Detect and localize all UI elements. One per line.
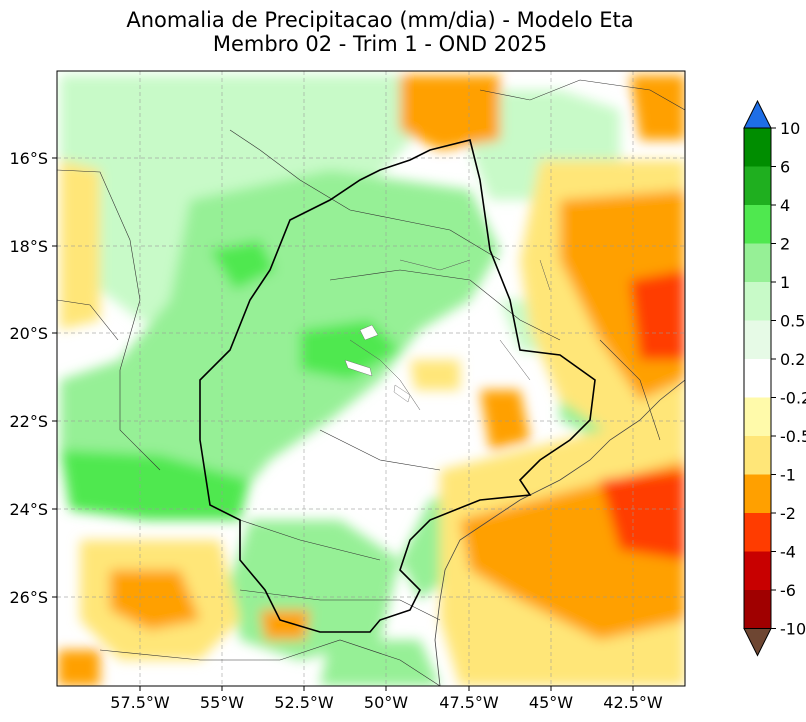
colorbar-label: -0.25 (780, 389, 806, 408)
colorbar-swatch (744, 513, 771, 552)
lon-label: 45°W (529, 693, 573, 712)
colorbar-label: -0.50 (780, 427, 806, 446)
lon-label: 55°W (200, 693, 244, 712)
coastline (434, 379, 685, 686)
lat-label: 18°S (9, 237, 48, 256)
colorbar-swatch (744, 397, 771, 437)
lon-label: 42.5°W (603, 693, 663, 712)
graticule (57, 71, 685, 686)
lon-label: 50°W (364, 693, 408, 712)
tick-marks (52, 157, 634, 691)
lon-label: 47.5°W (439, 693, 499, 712)
lat-label: 20°S (9, 324, 48, 343)
colorbar-swatch (744, 320, 771, 360)
colorbar-label: 6 (780, 158, 790, 177)
lat-label: 24°S (9, 500, 48, 519)
colorbar-swatch (744, 436, 771, 475)
colorbar-swatch (744, 590, 771, 629)
colorbar-label: -6 (780, 581, 796, 600)
lat-label: 26°S (9, 588, 48, 607)
lat-label: 16°S (9, 149, 48, 168)
colorbar-label: 1 (780, 273, 790, 292)
lat-label: 22°S (9, 412, 48, 431)
colorbar-swatch (744, 551, 771, 591)
map-title-line1: Anomalia de Precipitacao (mm/dia) - Mode… (126, 8, 634, 32)
colorbar-swatch (744, 166, 771, 206)
colorbar-label: 0.25 (780, 350, 806, 369)
colorbar-frame (743, 127, 772, 629)
colorbar-swatch (744, 474, 771, 514)
colorbar-label: 4 (780, 196, 790, 215)
colorbar-over-arrow (743, 99, 772, 129)
colorbar-swatch (744, 128, 771, 167)
lon-label: 52.5°W (274, 693, 334, 712)
colorbar-swatch (744, 243, 771, 283)
colorbar-label: 10 (780, 119, 800, 138)
colorbar-under-arrow (743, 628, 772, 657)
lon-label: 57.5°W (110, 693, 170, 712)
colorbar: 10 6 4 2 1 0.50 0.25 -0.25 -0.50 -1 -2 -4 -6 -10 (743, 99, 806, 657)
reservoirs (344, 324, 411, 403)
state-borders (57, 79, 685, 686)
colorbar-swatch (744, 205, 771, 244)
map-title-line2: Membro 02 - Trim 1 - OND 2025 (212, 32, 548, 56)
colorbar-swatch (744, 282, 771, 321)
precip-anomaly-field (57, 71, 685, 686)
colorbar-label: -1 (780, 466, 796, 485)
colorbar-label: -4 (780, 543, 796, 562)
colorbar-label: 0.50 (780, 312, 806, 331)
colorbar-label: 2 (780, 235, 790, 254)
colorbar-label: -2 (780, 504, 796, 523)
map-frame (56, 70, 686, 687)
basin-outline (199, 139, 596, 633)
colorbar-label: -10 (780, 620, 806, 639)
colorbar-swatch (744, 359, 771, 398)
